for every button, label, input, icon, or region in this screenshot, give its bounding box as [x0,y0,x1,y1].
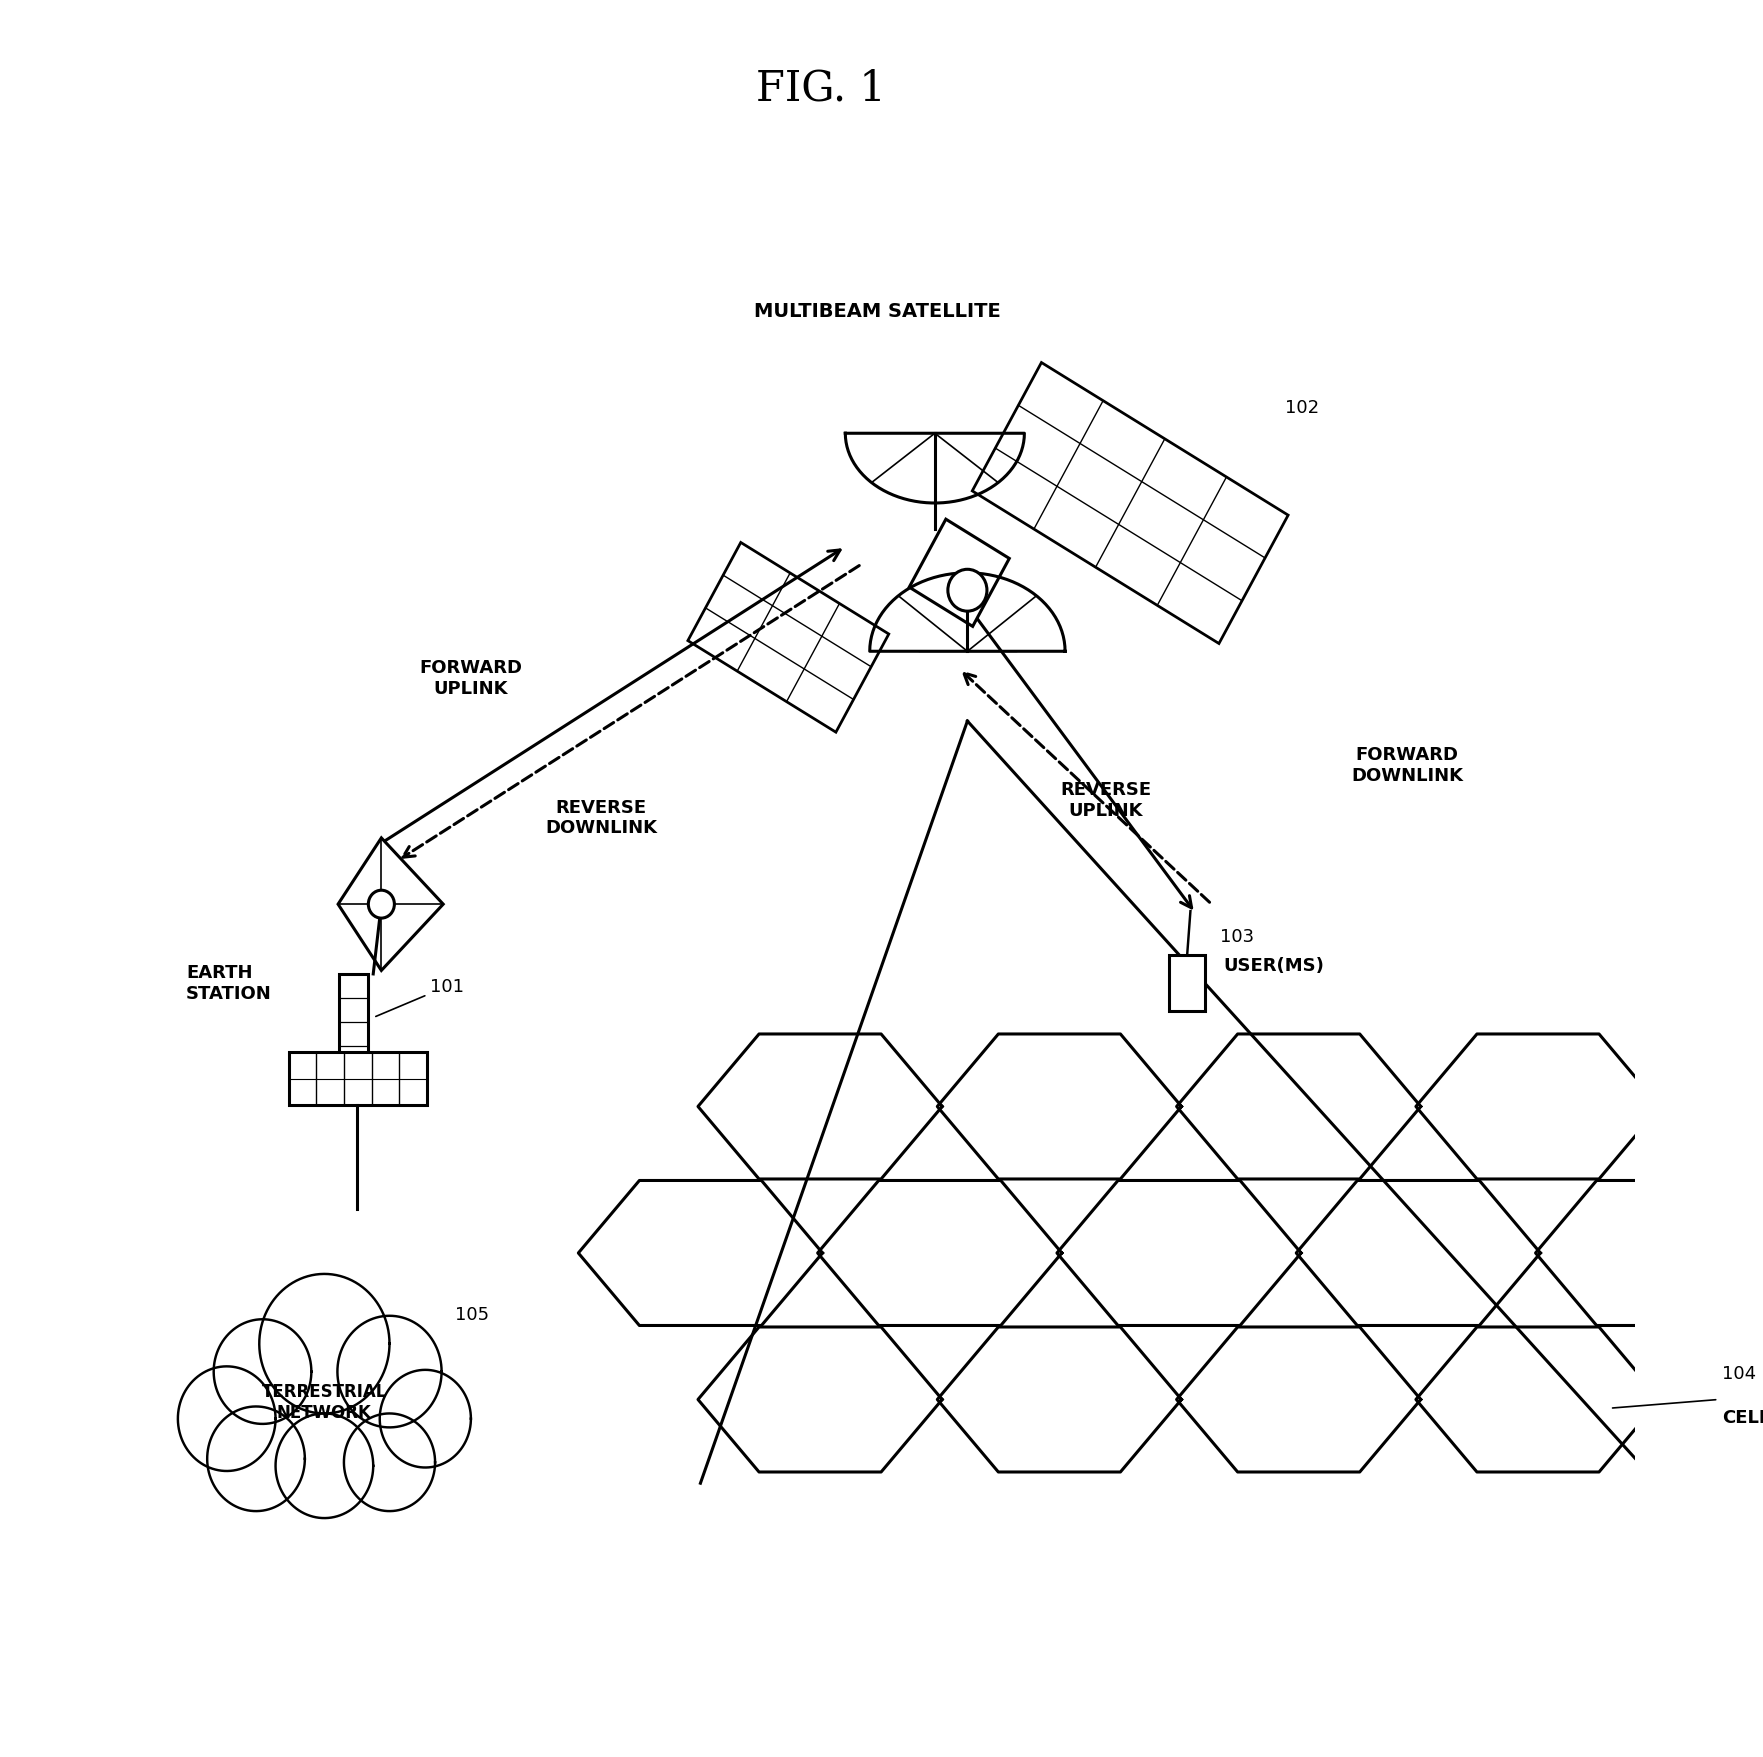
Polygon shape [938,1327,1181,1472]
Polygon shape [698,1327,941,1472]
Text: REVERSE
UPLINK: REVERSE UPLINK [1060,780,1151,819]
Text: USER(MS): USER(MS) [1224,956,1324,975]
Text: EARTH
STATION: EARTH STATION [187,963,272,1003]
Text: 105: 105 [455,1305,488,1323]
Polygon shape [178,1367,275,1471]
Text: 101: 101 [376,979,464,1017]
Polygon shape [818,1181,1061,1327]
Circle shape [948,569,987,611]
Polygon shape [344,1414,435,1511]
Text: 102: 102 [1285,399,1319,416]
Polygon shape [971,364,1289,645]
Text: TERRESTRIAL
NETWORK: TERRESTRIAL NETWORK [261,1383,388,1421]
Polygon shape [938,1035,1181,1179]
Polygon shape [379,1370,471,1467]
Text: FIG. 1: FIG. 1 [756,69,885,111]
Text: FORWARD
DOWNLINK: FORWARD DOWNLINK [1350,745,1463,785]
Polygon shape [1536,1181,1763,1327]
Polygon shape [688,543,889,733]
Polygon shape [1416,1327,1661,1472]
FancyBboxPatch shape [338,975,368,1070]
FancyBboxPatch shape [289,1052,427,1105]
Polygon shape [1176,1327,1421,1472]
Text: 104: 104 [1722,1365,1756,1383]
Polygon shape [698,1035,941,1179]
Polygon shape [1058,1181,1301,1327]
Polygon shape [275,1414,374,1518]
Polygon shape [213,1320,312,1425]
Polygon shape [208,1407,305,1511]
FancyBboxPatch shape [1169,956,1206,1010]
Text: CELL: CELL [1722,1407,1763,1427]
Text: MULTIBEAM SATELLITE: MULTIBEAM SATELLITE [755,302,1001,322]
Polygon shape [1176,1035,1421,1179]
Polygon shape [337,1316,441,1428]
Polygon shape [578,1181,823,1327]
Polygon shape [259,1274,390,1414]
Polygon shape [910,520,1008,627]
Polygon shape [1296,1181,1541,1327]
Text: 103: 103 [1220,928,1253,945]
Polygon shape [338,838,443,972]
Text: FORWARD
UPLINK: FORWARD UPLINK [420,659,522,698]
Circle shape [368,891,395,919]
Text: REVERSE
DOWNLINK: REVERSE DOWNLINK [545,798,658,836]
Polygon shape [1416,1035,1661,1179]
